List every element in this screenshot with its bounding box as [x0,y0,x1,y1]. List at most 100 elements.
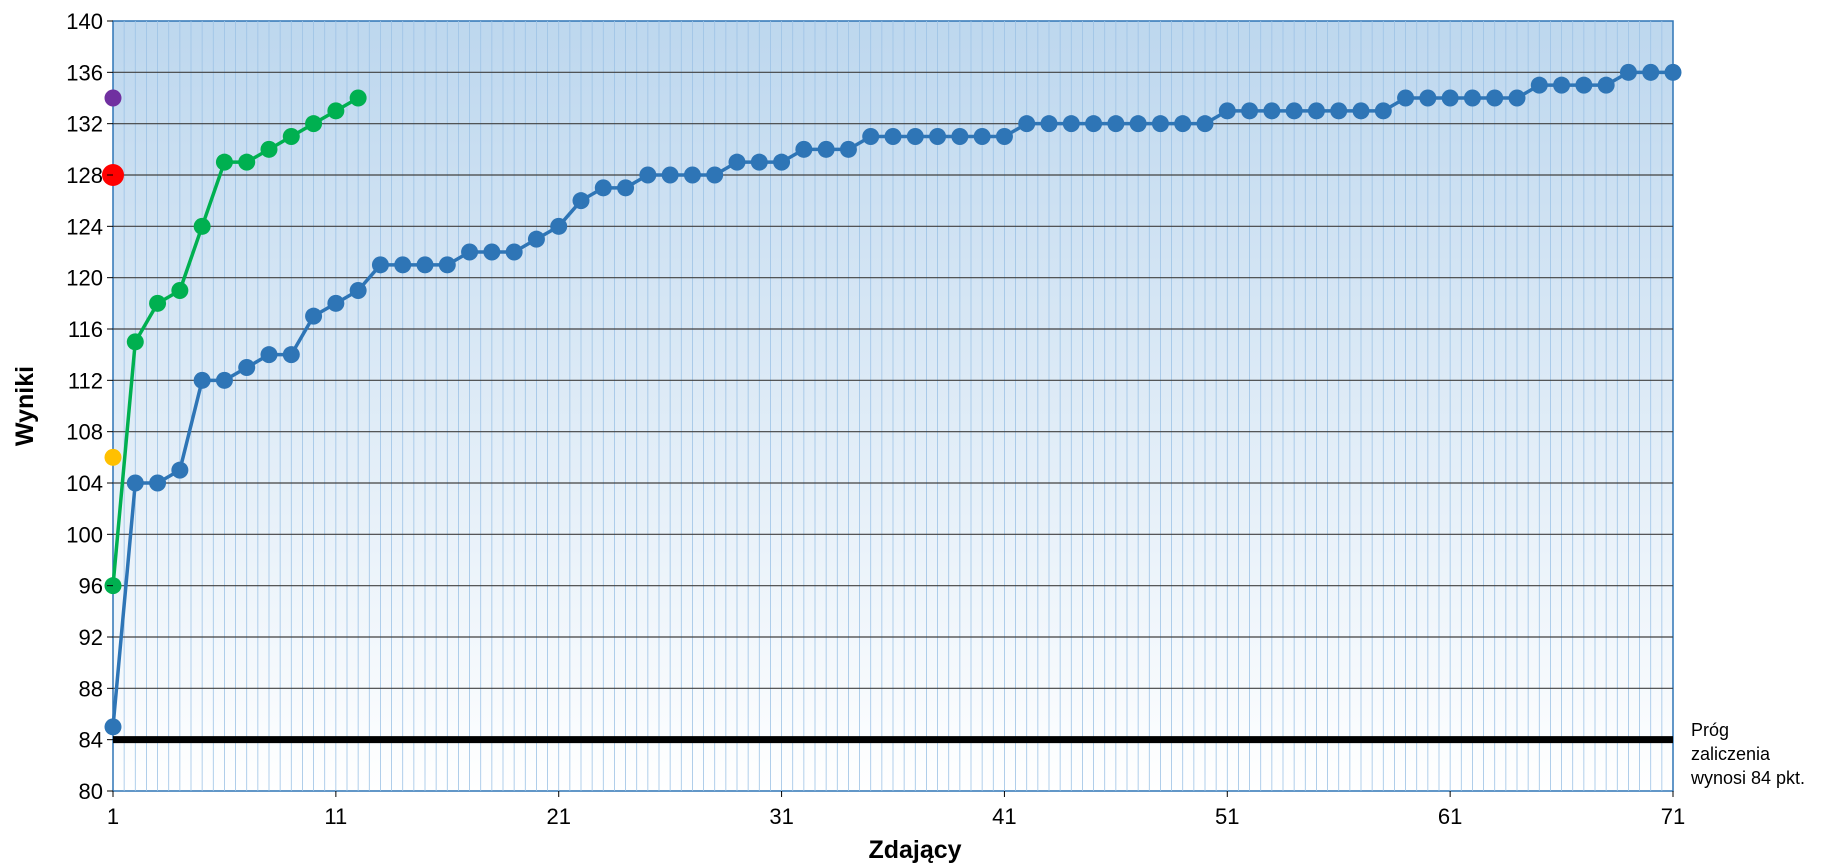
data-point [327,102,345,120]
data-point [750,153,768,171]
data-point [1374,102,1392,120]
x-tick-label: 41 [992,804,1016,829]
y-tick-label: 88 [79,676,103,701]
y-tick-label: 120 [66,266,103,291]
data-point [1018,115,1036,133]
data-point [706,166,724,184]
data-point [1040,115,1058,133]
data-point [149,294,167,312]
data-point [438,256,456,274]
data-point [1241,102,1259,120]
x-axis-ticks: 1 11 21 31 41 51 61 71 [107,791,1685,829]
data-point [171,282,189,299]
y-tick-label: 112 [68,368,103,393]
x-tick-label: 71 [1661,804,1685,829]
data-point [995,128,1013,145]
x-tick-label: 51 [1215,804,1239,829]
data-point [929,128,947,145]
data-point [527,230,545,248]
x-axis-title: Zdający [868,836,961,864]
y-tick-label: 80 [79,779,103,804]
data-point [305,307,323,325]
y-tick-label: 140 [66,9,103,34]
data-point [1352,102,1370,120]
y-tick-label: 104 [66,471,103,496]
data-point [639,166,657,184]
data-point [862,128,880,145]
data-point [1486,89,1504,107]
data-point [1263,102,1281,120]
series-2 [104,89,122,107]
y-tick-label: 136 [66,60,103,85]
y-tick-label: 128 [66,163,103,188]
data-point [282,346,300,364]
data-point [394,256,412,274]
y-tick-label: 100 [66,522,103,547]
data-point [683,166,701,184]
data-point [951,128,969,145]
data-point [1307,102,1325,120]
data-point [1508,89,1526,107]
data-point [1285,102,1303,120]
data-point [126,333,144,351]
data-point [215,153,233,171]
data-point [238,359,256,376]
y-tick-label: 92 [79,625,103,650]
threshold-label: Próg zaliczenia wynosi 84 pkt. [1690,720,1805,788]
data-point [215,371,233,389]
data-point [1107,115,1125,133]
y-axis-title: Wyniki [11,366,39,446]
data-point [104,89,122,107]
data-point [505,243,523,261]
data-point [171,461,189,479]
data-point [260,346,278,364]
data-point [371,256,389,274]
data-point [1575,76,1593,94]
data-point [617,179,635,197]
data-point [661,166,679,184]
data-point [1330,102,1348,120]
data-point [1463,89,1481,107]
data-point [193,217,211,235]
data-point [193,371,211,389]
data-point [1553,76,1571,94]
data-point [884,128,902,145]
data-point [104,718,122,736]
data-point [1174,115,1192,133]
data-point [817,140,835,158]
data-point [572,192,590,210]
data-point [550,217,568,235]
data-point [149,474,167,492]
y-axis-ticks: 80 84 88 92 96 100 104 108 112 116 120 124 128 132 136… [66,9,113,804]
data-point [238,153,256,171]
series-0 [104,63,1682,736]
data-point [1441,89,1459,107]
y-tick-label: 108 [66,420,103,445]
threshold-label-line: Próg [1691,720,1729,740]
data-point [1218,102,1236,120]
data-point [260,140,278,158]
y-tick-label: 124 [66,214,103,239]
data-point [973,128,991,145]
data-point [349,282,367,299]
data-point [594,179,612,197]
y-tick-label: 116 [68,317,103,342]
data-point [1196,115,1214,133]
series-group [102,63,1682,736]
data-point [126,474,144,492]
minor-gridlines [123,21,1663,791]
threshold-label-line: zaliczenia [1691,744,1771,764]
data-point [906,128,924,145]
x-tick-label: 61 [1438,804,1462,829]
data-point [1664,63,1682,81]
data-point [327,294,345,312]
x-tick-label: 31 [769,804,793,829]
data-point [483,243,501,261]
data-point [416,256,434,274]
data-point [1419,89,1437,107]
data-point [282,128,300,145]
data-point [1129,115,1147,133]
y-tick-label: 96 [79,574,103,599]
series-1 [104,89,367,595]
